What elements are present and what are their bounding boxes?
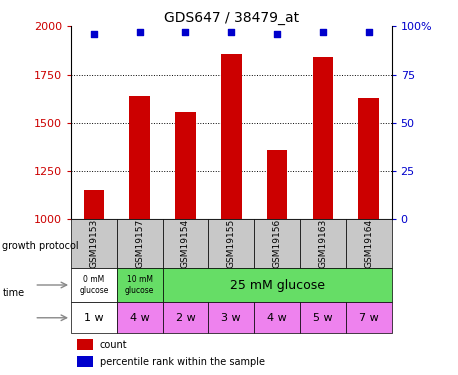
Point (228, 29, 235, 35)
Bar (77, 356, 93, 368)
Text: 2 w: 2 w (175, 313, 196, 323)
Bar (346, 302, 392, 333)
Text: GSM19155: GSM19155 (227, 219, 236, 268)
Bar (117, 219, 163, 268)
Point (273, 31, 281, 37)
Point (90, 31, 98, 37)
Bar (254, 302, 300, 333)
Point (182, 29, 189, 35)
Bar (300, 219, 346, 268)
Bar (77, 339, 93, 350)
Bar (175, 112, 196, 219)
Text: GSM19157: GSM19157 (135, 219, 144, 268)
Text: GSM19154: GSM19154 (181, 219, 190, 268)
Bar (83, 189, 104, 219)
Bar (71, 302, 117, 333)
Text: 0 mM
glucose: 0 mM glucose (79, 275, 109, 295)
Bar (163, 219, 208, 268)
Bar (71, 219, 117, 268)
Title: GDS647 / 38479_at: GDS647 / 38479_at (164, 11, 299, 25)
Bar (358, 98, 379, 219)
Bar (71, 268, 117, 302)
Text: GSM19163: GSM19163 (318, 219, 327, 268)
Text: 25 mM glucose: 25 mM glucose (229, 279, 325, 291)
Text: time: time (2, 288, 24, 297)
Text: GSM19164: GSM19164 (364, 219, 373, 268)
Point (319, 29, 327, 35)
Text: percentile rank within the sample: percentile rank within the sample (100, 357, 265, 367)
Bar (346, 219, 392, 268)
Text: 5 w: 5 w (313, 313, 333, 323)
Bar (208, 219, 254, 268)
Text: GSM19153: GSM19153 (89, 219, 98, 268)
Bar (129, 96, 150, 219)
Bar (300, 302, 346, 333)
Text: 3 w: 3 w (222, 313, 241, 323)
Text: count: count (100, 340, 127, 350)
Text: 1 w: 1 w (84, 313, 104, 323)
Text: 4 w: 4 w (267, 313, 287, 323)
Bar (208, 302, 254, 333)
Bar (117, 268, 163, 302)
Bar (163, 302, 208, 333)
Bar (163, 268, 392, 302)
Text: growth protocol: growth protocol (2, 241, 79, 250)
Bar (312, 57, 333, 219)
Bar (254, 219, 300, 268)
Point (136, 29, 143, 35)
Bar (267, 150, 287, 219)
Text: 10 mM
glucose: 10 mM glucose (125, 275, 154, 295)
Bar (221, 54, 241, 219)
Bar (117, 302, 163, 333)
Point (365, 29, 372, 35)
Text: 4 w: 4 w (130, 313, 150, 323)
Text: 7 w: 7 w (359, 313, 379, 323)
Text: GSM19156: GSM19156 (273, 219, 282, 268)
